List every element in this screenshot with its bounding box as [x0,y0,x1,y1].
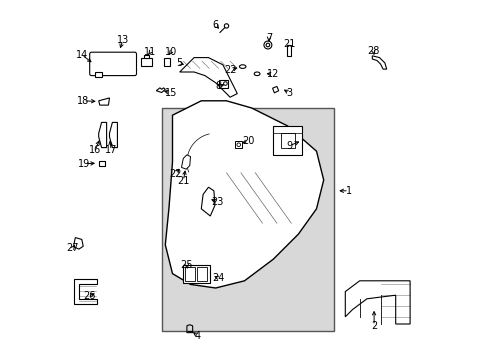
Polygon shape [181,155,190,169]
Bar [143,55,149,58]
Text: 5: 5 [176,58,182,68]
Text: 12: 12 [266,69,279,79]
Bar [235,141,242,148]
Ellipse shape [223,82,227,85]
Text: 2: 2 [370,321,376,331]
Text: 22: 22 [224,65,237,75]
Text: 27: 27 [66,243,79,253]
Bar [162,108,334,331]
Polygon shape [73,238,83,249]
Text: 16: 16 [89,145,101,156]
Text: 26: 26 [82,291,95,301]
Text: 21: 21 [177,176,189,186]
Text: 4: 4 [194,330,201,341]
Bar [185,267,195,281]
Bar [99,161,105,166]
Polygon shape [156,88,165,93]
Polygon shape [201,187,215,216]
Polygon shape [165,101,323,288]
Polygon shape [179,58,237,97]
Polygon shape [73,279,97,304]
Bar [197,267,206,281]
Text: 6: 6 [212,20,218,30]
Text: 13: 13 [117,35,129,45]
FancyBboxPatch shape [89,52,136,76]
Text: 9: 9 [286,141,292,151]
Polygon shape [99,98,109,105]
Polygon shape [345,281,409,324]
Polygon shape [109,122,117,148]
Text: 23: 23 [211,197,223,207]
Ellipse shape [239,65,245,68]
Text: 19: 19 [78,159,90,169]
Text: 15: 15 [164,88,177,98]
Ellipse shape [237,143,240,147]
Text: 1: 1 [345,186,351,196]
Bar [95,72,102,77]
Text: 8: 8 [215,81,221,91]
Bar [280,133,294,148]
Bar [183,265,210,283]
Ellipse shape [224,24,228,28]
Polygon shape [371,56,386,69]
FancyBboxPatch shape [141,58,151,66]
Text: 18: 18 [77,96,89,106]
Bar [273,126,302,155]
Polygon shape [272,86,278,93]
Text: 11: 11 [144,47,156,57]
Text: 3: 3 [286,88,292,98]
Bar [163,58,170,66]
Text: 24: 24 [212,273,224,283]
Text: 14: 14 [76,50,88,60]
Text: 17: 17 [105,145,117,156]
Ellipse shape [265,43,269,47]
Text: 25: 25 [180,260,193,270]
Text: 21: 21 [283,39,295,49]
Text: 20: 20 [242,136,254,146]
Text: 28: 28 [366,46,379,56]
Ellipse shape [254,72,260,76]
Text: 7: 7 [265,33,271,43]
Ellipse shape [264,41,271,49]
Polygon shape [99,122,106,148]
Text: 10: 10 [164,47,177,57]
Bar [219,80,228,88]
Text: 22: 22 [169,168,181,179]
Bar [286,45,290,56]
